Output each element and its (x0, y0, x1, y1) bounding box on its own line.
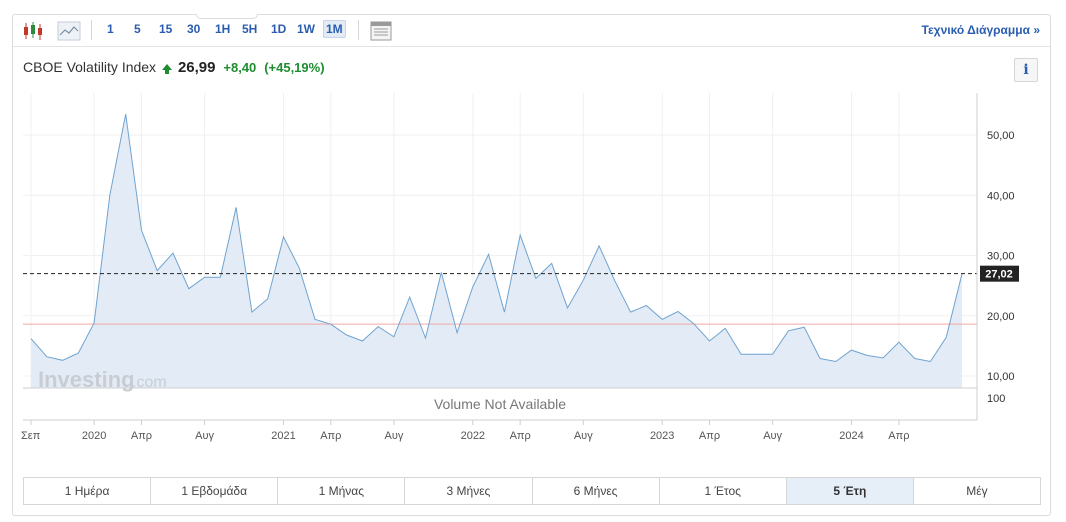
x-tick-label: 2023 (650, 430, 674, 442)
timeframe-5h[interactable]: 5H (242, 22, 258, 36)
volume-unavailable-label: Volume Not Available (434, 396, 566, 412)
table-icon[interactable] (369, 20, 393, 42)
last-value-marker: 27,02 (980, 265, 1019, 282)
candlestick-icon[interactable] (21, 20, 45, 42)
x-tick-label: 2020 (82, 430, 106, 442)
range-button[interactable]: 1 Μήνας (278, 478, 406, 504)
toolbar-separator (358, 20, 359, 40)
x-tick-label: 2021 (271, 430, 295, 442)
timeframe-1h[interactable]: 1H (215, 22, 231, 36)
y-tick-label: 10,00 (987, 371, 1015, 383)
last-price: 26,99 (177, 59, 216, 76)
range-button[interactable]: Μέγ (966, 484, 988, 498)
up-arrow-icon (162, 64, 173, 74)
timeframe-15[interactable]: 15 (159, 22, 173, 36)
x-tick-label: Απρ (699, 430, 720, 442)
x-tick-label: Σεπ (21, 430, 41, 442)
x-tick-label: 2024 (839, 430, 863, 442)
x-tick-label: Αυγ (763, 430, 782, 442)
x-tick-label: 2022 (461, 430, 485, 442)
range-button[interactable]: 1 Ημέρα (24, 478, 152, 504)
technical-chart-link[interactable]: Τεχνικό Διάγραμμα » (921, 23, 1040, 37)
y-axis: 10,00 20,00 30,00 40,00 50,00 (987, 130, 1015, 383)
x-tick-label: Αυγ (195, 430, 214, 442)
price-area-fill (31, 114, 962, 388)
y-tick-label: 30,00 (987, 251, 1015, 263)
x-tick-label: Απρ (888, 430, 909, 442)
timeframe-1d[interactable]: 1D (271, 22, 287, 36)
volume-axis-label: 100 (987, 393, 1005, 405)
x-tick-label: Αυγ (385, 430, 404, 442)
instrument-name: CBOE Volatility Index (23, 59, 157, 75)
watermark-suffix: .com (132, 374, 167, 391)
y-tick-label: 20,00 (987, 311, 1015, 323)
timeframe-30[interactable]: 30 (187, 22, 201, 36)
toolbar-separator (91, 20, 92, 40)
range-button[interactable]: 1 Εβδομάδα (151, 478, 279, 504)
last-value-box (980, 265, 1019, 282)
quote-header: CBOE Volatility Index 26,99 +8,40 (+45,1… (23, 59, 325, 76)
x-tick-label: Απρ (131, 430, 152, 442)
price-line (30, 114, 963, 363)
x-axis: Σεπ 2020 Απρ Αυγ 2021 Απρ Αυγ 2022 Απρ Αυγ 2023 Απρ… (21, 420, 909, 442)
x-tick-label: Απρ (510, 430, 531, 442)
y-tick-label: 40,00 (987, 190, 1015, 202)
area-chart-icon[interactable] (57, 20, 81, 42)
price-change: +8,40 (223, 60, 257, 75)
timeframe-5[interactable]: 5 (134, 22, 141, 36)
last-value-label: 27,02 (985, 269, 1013, 281)
price-chart: Investing .com 10,0020,0030,0040,0050,00… (21, 93, 1019, 442)
range-button[interactable]: 1 Έτος (660, 478, 787, 504)
x-tick-label: Απρ (320, 430, 341, 442)
price-change-percent: (+45,19%) (264, 60, 325, 75)
info-button[interactable]: i (1014, 58, 1038, 82)
chart-widget: 1 5 15 30 1H 5H 1D 1W 1M Τεχνικό Διάγραμ… (12, 14, 1051, 516)
range-button[interactable]: 6 Μήνες (533, 478, 660, 504)
range-selector: 1 Ημέρα 1 Εβδομάδα 1 Μήνας 3 Μήνες 6 Μήνες 1 … (23, 477, 1041, 505)
timeframe-1m[interactable]: 1M (323, 20, 346, 38)
y-tick-label: 50,00 (987, 130, 1015, 142)
range-button[interactable]: 3 Μήνες (405, 478, 533, 504)
range-button[interactable]: 5 Έτη (786, 478, 914, 504)
timeframe-1[interactable]: 1 (107, 22, 114, 36)
x-tick-label: Αυγ (574, 430, 593, 442)
chart-toolbar: 1 5 15 30 1H 5H 1D 1W 1M Τεχνικό Διάγραμ… (13, 15, 1050, 47)
timeframe-1w[interactable]: 1W (297, 22, 315, 36)
